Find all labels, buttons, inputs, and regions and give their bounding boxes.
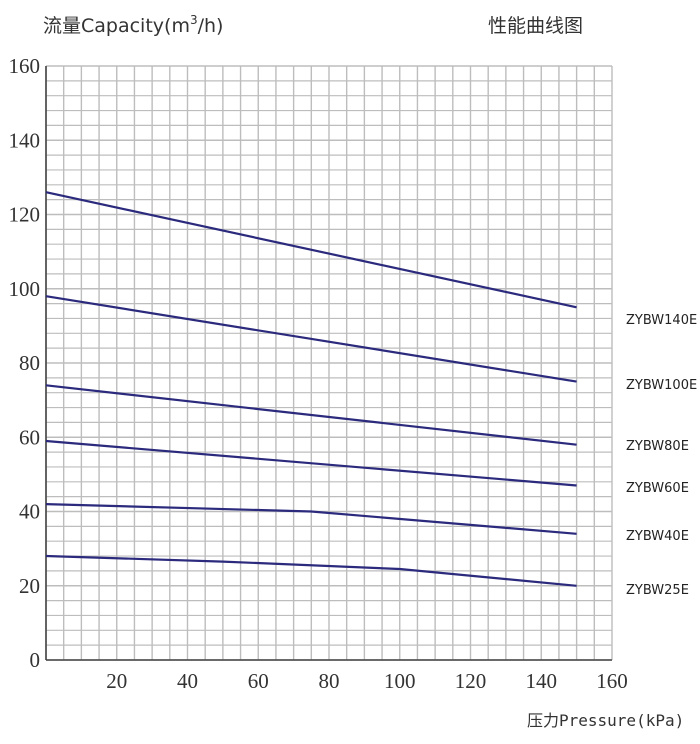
series-label-zybw40e: ZYBW40E	[626, 529, 689, 544]
series-line-zybw40e	[45, 503, 577, 535]
y-tick-label: 160	[9, 54, 41, 78]
series-line-zybw140e	[45, 191, 577, 309]
y-axis-title: 流量Capacity(m3/h)	[43, 13, 223, 37]
grid	[45, 65, 613, 661]
series-line-zybw100e	[45, 295, 577, 383]
series-line-zybw60e	[45, 439, 577, 487]
series-label-zybw25e: ZYBW25E	[626, 583, 689, 598]
series-label-zybw60e: ZYBW60E	[626, 481, 689, 496]
y-tick-label: 120	[9, 203, 41, 227]
y-tick-label: 20	[19, 574, 40, 598]
x-tick-label: 100	[384, 669, 416, 693]
series-label-zybw140e: ZYBW140E	[626, 313, 697, 328]
x-tick-label: 140	[526, 669, 558, 693]
series-line-zybw80e	[45, 384, 577, 446]
series-label-zybw100e: ZYBW100E	[626, 378, 697, 393]
chart-title: 性能曲线图	[488, 15, 583, 37]
x-tick-label: 80	[319, 669, 340, 693]
x-tick-label: 160	[596, 669, 628, 693]
x-tick-label: 20	[106, 669, 127, 693]
x-tick-label: 120	[455, 669, 487, 693]
y-tick-label: 100	[9, 277, 41, 301]
tick-labels: 0 20 40 60 80 100 120 140 160 20 40 60 80 100 120 140 16…	[9, 54, 628, 693]
x-tick-label: 40	[177, 669, 198, 693]
series-lines	[45, 191, 577, 587]
y-tick-label: 80	[19, 351, 40, 375]
x-tick-label: 60	[248, 669, 269, 693]
y-tick-label: 140	[9, 128, 41, 152]
series-line-zybw25e	[45, 554, 577, 587]
y-tick-label: 60	[19, 425, 40, 449]
series-label-zybw80e: ZYBW80E	[626, 439, 689, 454]
x-axis-title: 压力Pressure(kPa)	[527, 711, 684, 730]
y-tick-label: 40	[19, 500, 40, 524]
y-tick-label: 0	[30, 648, 41, 672]
series-labels: ZYBW140E ZYBW100E ZYBW80E ZYBW60E ZYBW40E ZYB…	[626, 313, 697, 598]
